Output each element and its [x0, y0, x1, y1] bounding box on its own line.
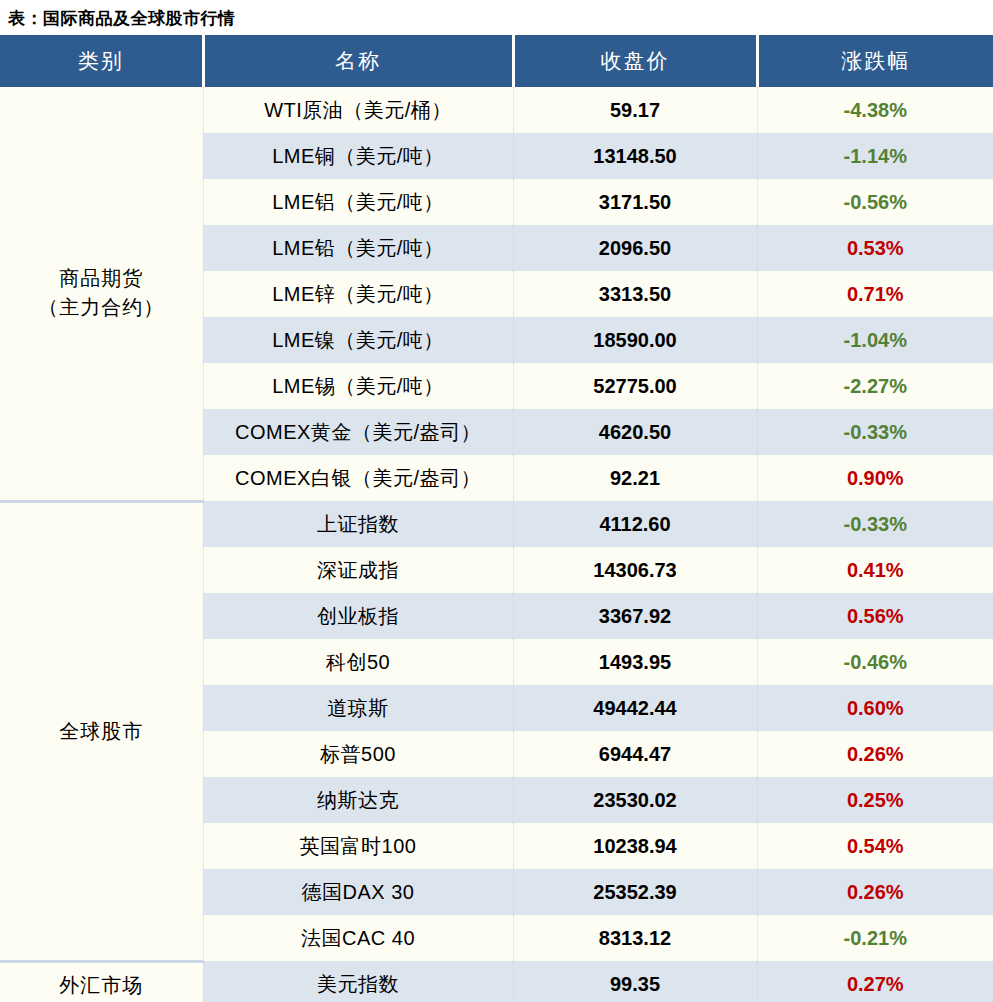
- category-label-line1: 商品期货: [1, 264, 202, 293]
- close-cell: 1493.95: [513, 639, 757, 685]
- name-cell: 德国DAX 30: [203, 869, 513, 915]
- change-cell: -0.21%: [757, 915, 993, 961]
- header-cell-close: 收盘价: [513, 35, 757, 87]
- name-cell: 道琼斯: [203, 685, 513, 731]
- name-cell: 英国富时100: [203, 823, 513, 869]
- name-cell: COMEX黄金（美元/盎司）: [203, 409, 513, 455]
- close-cell: 52775.00: [513, 363, 757, 409]
- name-cell: 科创50: [203, 639, 513, 685]
- name-cell: LME锌（美元/吨）: [203, 271, 513, 317]
- close-cell: 10238.94: [513, 823, 757, 869]
- change-cell: -0.33%: [757, 501, 993, 547]
- close-cell: 3367.92: [513, 593, 757, 639]
- change-cell: -0.46%: [757, 639, 993, 685]
- close-cell: 8313.12: [513, 915, 757, 961]
- close-cell: 13148.50: [513, 133, 757, 179]
- close-cell: 14306.73: [513, 547, 757, 593]
- change-cell: 0.71%: [757, 271, 993, 317]
- change-cell: 0.53%: [757, 225, 993, 271]
- change-cell: -4.38%: [757, 87, 993, 133]
- close-cell: 99.35: [513, 961, 757, 1002]
- close-cell: 4620.50: [513, 409, 757, 455]
- name-cell: 美元指数: [203, 961, 513, 1002]
- change-cell: 0.27%: [757, 961, 993, 1002]
- change-cell: 0.56%: [757, 593, 993, 639]
- table-row: 商品期货 （主力合约） WTI原油（美元/桶） 59.17 -4.38%: [0, 87, 993, 133]
- close-cell: 18590.00: [513, 317, 757, 363]
- change-cell: -1.14%: [757, 133, 993, 179]
- name-cell: 标普500: [203, 731, 513, 777]
- change-cell: 0.26%: [757, 731, 993, 777]
- category-cell-commodity-futures: 商品期货 （主力合约）: [0, 87, 203, 501]
- header-cell-change: 涨跌幅: [757, 35, 993, 87]
- category-label: 外汇市场: [1, 971, 202, 1000]
- close-cell: 2096.50: [513, 225, 757, 271]
- header-row: 类别 名称 收盘价 涨跌幅: [0, 35, 993, 87]
- change-cell: 0.60%: [757, 685, 993, 731]
- name-cell: 纳斯达克: [203, 777, 513, 823]
- close-cell: 6944.47: [513, 731, 757, 777]
- close-cell: 59.17: [513, 87, 757, 133]
- name-cell: WTI原油（美元/桶）: [203, 87, 513, 133]
- name-cell: LME铝（美元/吨）: [203, 179, 513, 225]
- name-cell: LME镍（美元/吨）: [203, 317, 513, 363]
- name-cell: 上证指数: [203, 501, 513, 547]
- table-title: 表：国际商品及全球股市行情: [0, 0, 993, 35]
- market-quotes-table: 类别 名称 收盘价 涨跌幅 商品期货 （主力合约） WTI原油（美元/桶） 59…: [0, 35, 993, 1002]
- header-cell-category: 类别: [0, 35, 203, 87]
- close-cell: 3171.50: [513, 179, 757, 225]
- change-cell: 0.90%: [757, 455, 993, 501]
- page: 表：国际商品及全球股市行情 类别 名称 收盘价 涨跌幅 商品期货 （主力合约） …: [0, 0, 993, 1002]
- change-cell: 0.41%: [757, 547, 993, 593]
- change-cell: -2.27%: [757, 363, 993, 409]
- change-cell: -1.04%: [757, 317, 993, 363]
- change-cell: 0.26%: [757, 869, 993, 915]
- close-cell: 92.21: [513, 455, 757, 501]
- close-cell: 49442.44: [513, 685, 757, 731]
- category-label: 全球股市: [1, 717, 202, 746]
- table-row: 外汇市场 美元指数 99.35 0.27%: [0, 961, 993, 1002]
- category-label-line2: （主力合约）: [1, 293, 202, 322]
- close-cell: 3313.50: [513, 271, 757, 317]
- name-cell: LME铅（美元/吨）: [203, 225, 513, 271]
- close-cell: 23530.02: [513, 777, 757, 823]
- change-cell: 0.25%: [757, 777, 993, 823]
- close-cell: 4112.60: [513, 501, 757, 547]
- name-cell: 深证成指: [203, 547, 513, 593]
- category-cell-forex: 外汇市场: [0, 961, 203, 1002]
- close-cell: 25352.39: [513, 869, 757, 915]
- change-cell: -0.33%: [757, 409, 993, 455]
- name-cell: 创业板指: [203, 593, 513, 639]
- name-cell: LME铜（美元/吨）: [203, 133, 513, 179]
- name-cell: COMEX白银（美元/盎司）: [203, 455, 513, 501]
- category-cell-global-stocks: 全球股市: [0, 501, 203, 961]
- header-cell-name: 名称: [203, 35, 513, 87]
- name-cell: 法国CAC 40: [203, 915, 513, 961]
- name-cell: LME锡（美元/吨）: [203, 363, 513, 409]
- change-cell: -0.56%: [757, 179, 993, 225]
- change-cell: 0.54%: [757, 823, 993, 869]
- table-row: 全球股市 上证指数 4112.60 -0.33%: [0, 501, 993, 547]
